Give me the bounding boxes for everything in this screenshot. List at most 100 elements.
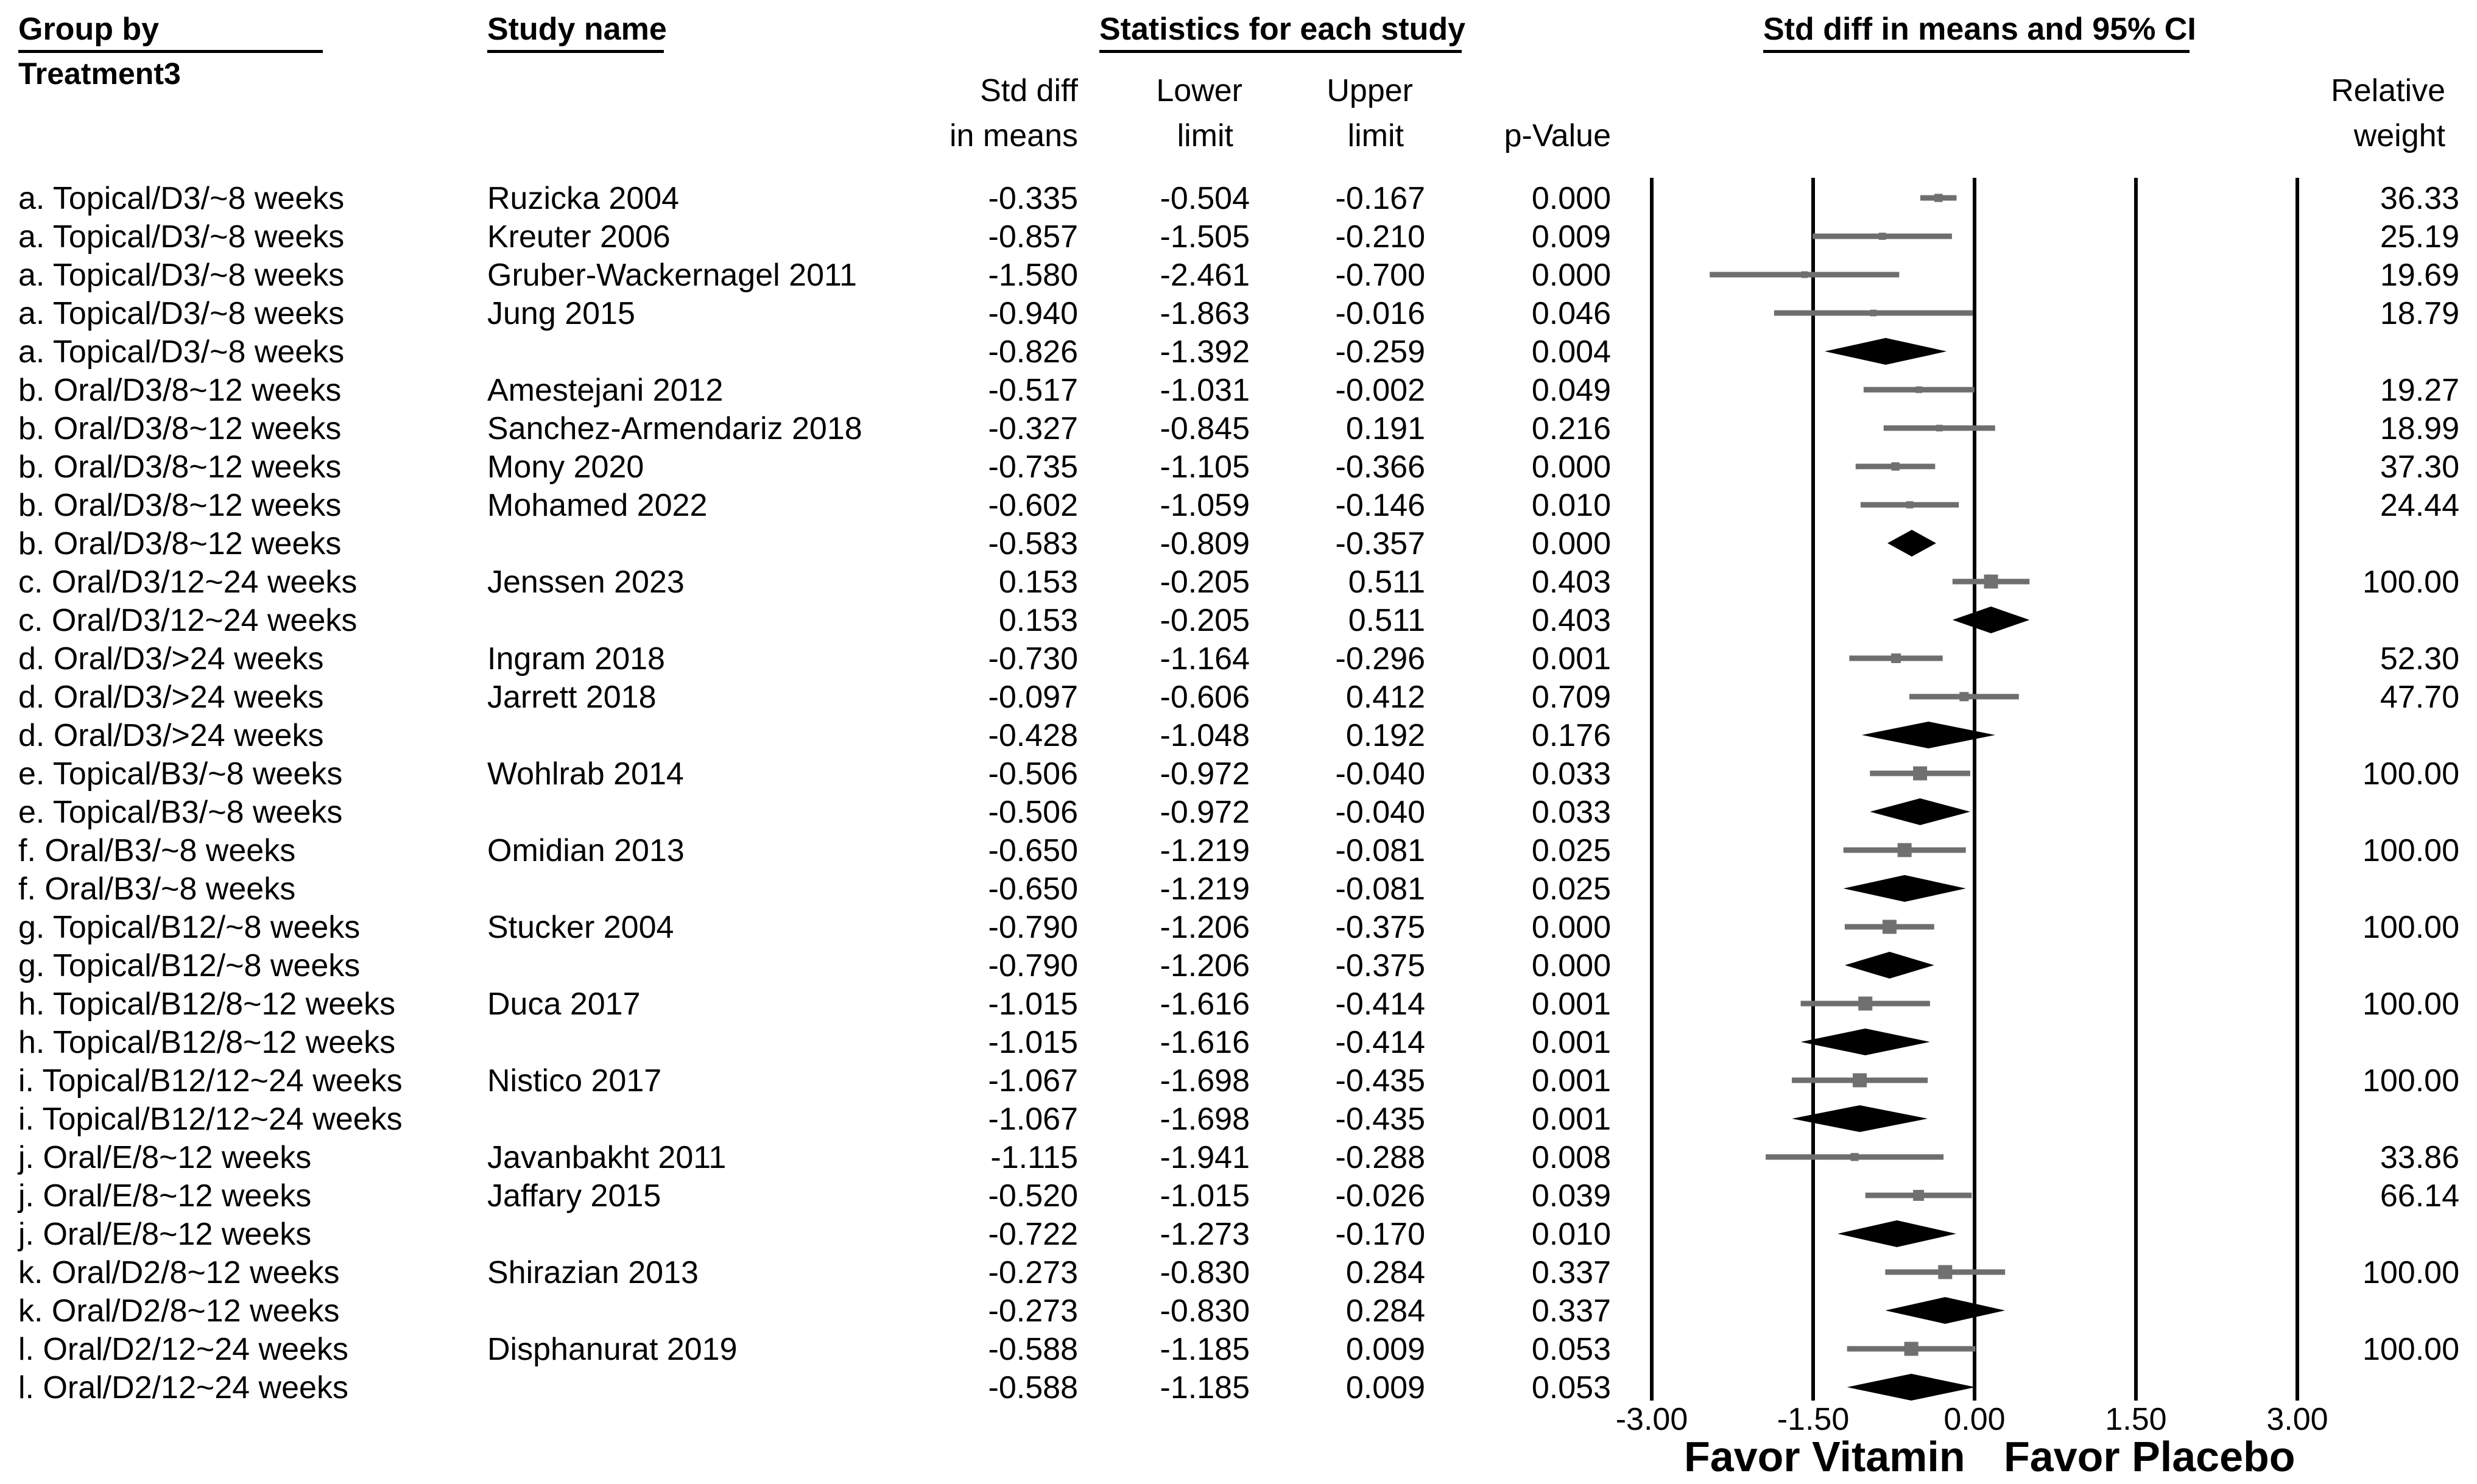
row-lower-limit: -1.505	[1160, 219, 1250, 255]
row-std-diff: -0.517	[988, 373, 1078, 408]
row-std-diff: -0.506	[988, 795, 1078, 830]
row-upper-limit: -0.210	[1336, 219, 1425, 255]
row-group-label: j. Oral/E/8~12 weeks	[17, 1217, 311, 1252]
row-upper-limit: -0.146	[1336, 488, 1425, 523]
x-tick-label: -3.00	[1616, 1402, 1688, 1437]
row-upper-limit: -0.357	[1336, 526, 1425, 561]
effect-marker	[1959, 692, 1969, 702]
row-upper-limit: -0.414	[1336, 1025, 1425, 1060]
effect-marker	[1904, 1342, 1919, 1356]
col-lower-line2: limit	[1177, 118, 1233, 153]
row-group-label: h. Topical/B12/8~12 weeks	[18, 986, 395, 1022]
row-lower-limit: -1.863	[1160, 296, 1250, 331]
row-std-diff: -0.857	[988, 219, 1078, 255]
effect-marker	[1891, 462, 1900, 471]
row-study-name: Sanchez-Armendariz 2018	[487, 411, 862, 446]
row-group-label: g. Topical/B12/~8 weeks	[18, 948, 360, 983]
row-relative-weight: 18.79	[2380, 296, 2459, 331]
row-relative-weight: 25.19	[2380, 219, 2459, 255]
summary-diamond	[1952, 607, 2030, 633]
header-study-name: Study name	[487, 12, 667, 47]
row-group-label: b. Oral/D3/8~12 weeks	[18, 411, 341, 446]
x-tick-label: 0.00	[1943, 1402, 2005, 1437]
row-group-label: k. Oral/D2/8~12 weeks	[18, 1293, 339, 1329]
row-std-diff: -0.730	[988, 641, 1078, 677]
summary-diamond	[1887, 530, 1936, 557]
row-upper-limit: -0.375	[1336, 948, 1425, 983]
row-lower-limit: -0.205	[1160, 564, 1250, 600]
row-p-value: 0.403	[1532, 603, 1611, 638]
effect-marker	[1913, 1190, 1925, 1201]
row-p-value: 0.000	[1532, 181, 1611, 216]
row-study-name: Kreuter 2006	[487, 219, 671, 255]
summary-diamond	[1861, 722, 1995, 748]
row-upper-limit: -0.435	[1336, 1102, 1425, 1137]
row-lower-limit: -0.830	[1160, 1255, 1250, 1290]
col-weight-line1: Relative	[2331, 73, 2445, 108]
row-upper-limit: 0.192	[1346, 718, 1425, 753]
col-weight-line2: weight	[2353, 118, 2445, 153]
col-upper-line2: limit	[1347, 118, 1404, 153]
row-lower-limit: -0.504	[1160, 181, 1250, 216]
row-study-name: Jenssen 2023	[487, 564, 685, 600]
row-study-name: Jarrett 2018	[487, 680, 657, 715]
row-std-diff: -0.588	[988, 1332, 1078, 1367]
row-study-name: Wohlrab 2014	[487, 756, 684, 792]
row-upper-limit: -0.167	[1336, 181, 1425, 216]
row-upper-limit: -0.288	[1336, 1140, 1425, 1175]
summary-diamond	[1800, 1029, 1930, 1055]
effect-marker	[1850, 1153, 1859, 1161]
row-relative-weight: 100.00	[2362, 1063, 2459, 1099]
row-group-label: a. Topical/D3/~8 weeks	[18, 258, 344, 293]
row-upper-limit: -0.366	[1336, 449, 1425, 485]
header-statistics-underline	[1099, 50, 1462, 53]
row-lower-limit: -1.015	[1160, 1178, 1250, 1214]
row-lower-limit: -1.941	[1160, 1140, 1250, 1175]
row-upper-limit: -0.040	[1336, 795, 1425, 830]
row-p-value: 0.004	[1532, 334, 1611, 370]
header-group-by-underline	[18, 50, 323, 53]
row-p-value: 0.403	[1532, 564, 1611, 600]
effect-marker	[1915, 386, 1923, 393]
row-group-label: f. Oral/B3/~8 weeks	[18, 871, 295, 907]
summary-diamond	[1843, 875, 1966, 902]
header-ci-underline	[1763, 50, 2190, 53]
row-study-name: Jaffary 2015	[487, 1178, 661, 1214]
row-relative-weight: 47.70	[2380, 680, 2459, 715]
header-ci: Std diff in means and 95% CI	[1763, 12, 2196, 47]
row-std-diff: -0.428	[988, 718, 1078, 753]
row-study-name: Javanbakht 2011	[487, 1140, 726, 1175]
row-relative-weight: 100.00	[2362, 1332, 2459, 1367]
row-p-value: 0.039	[1532, 1178, 1611, 1214]
row-p-value: 0.025	[1532, 833, 1611, 868]
summary-diamond	[1825, 338, 1947, 365]
row-relative-weight: 19.27	[2380, 373, 2459, 408]
row-std-diff: -1.115	[990, 1140, 1078, 1175]
col-std-diff-line1: Std diff	[980, 73, 1078, 108]
row-std-diff: -0.826	[988, 334, 1078, 370]
effect-marker	[1897, 843, 1912, 857]
row-upper-limit: -0.375	[1336, 910, 1425, 945]
row-std-diff: -0.273	[988, 1293, 1078, 1329]
row-group-label: d. Oral/D3/>24 weeks	[18, 680, 323, 715]
favor-vitamin-label: Favor Vitamin	[1684, 1433, 1965, 1480]
row-std-diff: -0.506	[988, 756, 1078, 792]
row-lower-limit: -0.845	[1160, 411, 1250, 446]
effect-marker	[1852, 1073, 1867, 1088]
row-upper-limit: -0.296	[1336, 641, 1425, 677]
row-std-diff: -0.735	[988, 449, 1078, 485]
row-p-value: 0.053	[1532, 1332, 1611, 1367]
row-upper-limit: 0.191	[1346, 411, 1425, 446]
row-p-value: 0.216	[1532, 411, 1611, 446]
row-group-label: b. Oral/D3/8~12 weeks	[18, 449, 341, 485]
row-p-value: 0.000	[1532, 948, 1611, 983]
row-std-diff: -0.650	[988, 833, 1078, 868]
row-p-value: 0.001	[1532, 1102, 1611, 1137]
row-upper-limit: -0.026	[1336, 1178, 1425, 1214]
row-group-label: a. Topical/D3/~8 weeks	[18, 219, 344, 255]
row-upper-limit: -0.435	[1336, 1063, 1425, 1099]
row-relative-weight: 100.00	[2362, 986, 2459, 1022]
summary-diamond	[1792, 1105, 1928, 1132]
row-std-diff: -0.097	[988, 680, 1078, 715]
row-upper-limit: 0.511	[1348, 603, 1425, 638]
